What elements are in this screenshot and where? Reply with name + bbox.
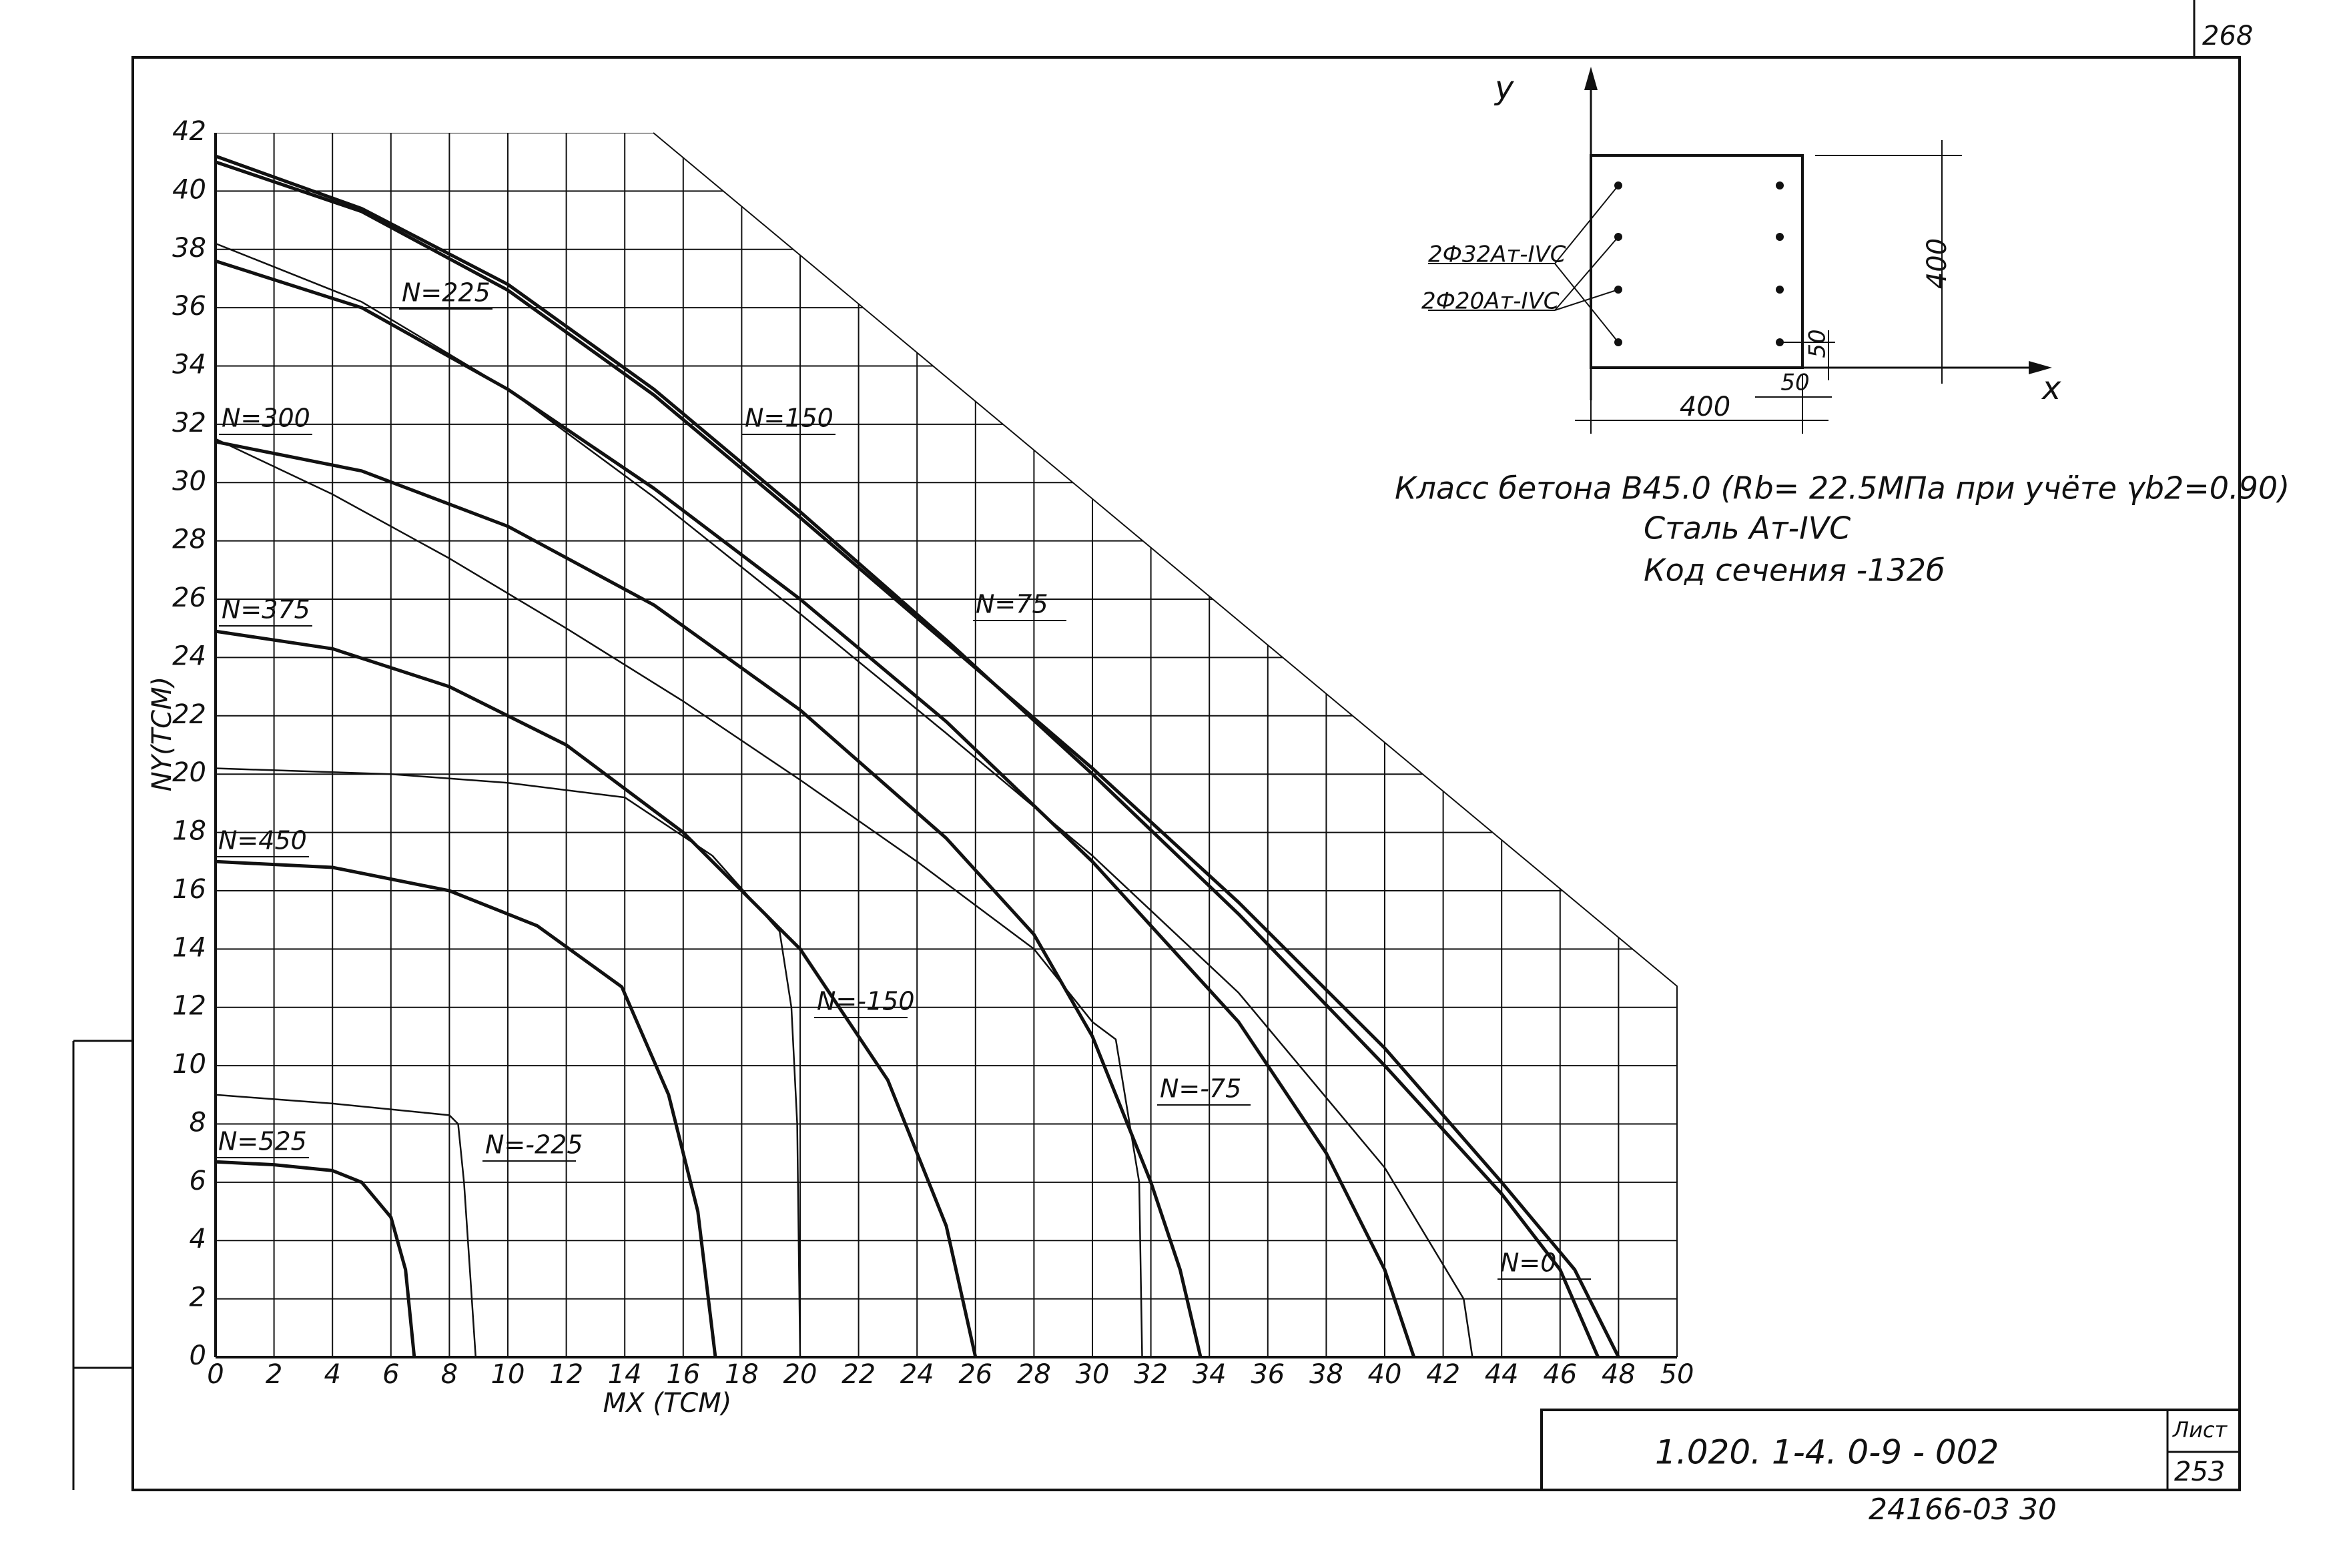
section-height: 400 <box>1922 238 1953 289</box>
section-y-label: y <box>1493 69 1514 107</box>
y-tick-label: 28 <box>172 524 206 555</box>
y-tick-label: 14 <box>172 932 206 963</box>
curve <box>215 767 801 1358</box>
section-cover-v: 50 <box>1804 329 1831 358</box>
x-tick-label: 32 <box>1134 1359 1168 1390</box>
note: Класс бетона В45.0 (Rb= 22.5МПа при учёт… <box>1395 470 2290 506</box>
curve <box>215 440 1203 1358</box>
curve-label: N=-75 <box>1160 1074 1241 1104</box>
x-tick-label: 2 <box>266 1359 282 1390</box>
sheet-number: 268 <box>2202 21 2253 51</box>
x-tick-label: 24 <box>900 1359 934 1390</box>
x-tick-label: 6 <box>382 1359 399 1390</box>
x-tick-label: 42 <box>1426 1359 1460 1390</box>
x-tick-label: 50 <box>1660 1359 1694 1390</box>
curve <box>215 629 978 1358</box>
x-tick-label: 8 <box>441 1359 458 1390</box>
x-tick-label: 0 <box>207 1359 224 1390</box>
curve-label: N=75 <box>976 590 1048 619</box>
x-tick-label: 38 <box>1309 1359 1343 1390</box>
x-tick-label: 10 <box>491 1359 525 1390</box>
y-tick-label: 36 <box>172 291 206 322</box>
x-axis-label: MX (TCM) <box>603 1388 732 1419</box>
curve <box>215 438 1143 1358</box>
curve-label: N=450 <box>218 826 307 855</box>
x-tick-label: 20 <box>783 1359 817 1390</box>
y-tick-label: 16 <box>172 874 206 905</box>
stamp-sheet-label: Лист <box>2172 1417 2228 1443</box>
section: y x 400 400 50 50 2Ф32Ат-IVC 2Ф20Ат-IVC <box>1421 67 2061 434</box>
x-tick-label: 14 <box>608 1359 642 1390</box>
x-tick-label: 16 <box>666 1359 700 1390</box>
curve-label: N=225 <box>402 278 490 308</box>
curve <box>215 859 717 1358</box>
x-tick-label: 12 <box>549 1359 583 1390</box>
x-tick-label: 44 <box>1485 1359 1519 1390</box>
curve-label: N=525 <box>218 1127 307 1156</box>
section-x-label: x <box>2041 370 2061 407</box>
y-tick-label: 30 <box>172 466 206 496</box>
x-tick-label: 26 <box>958 1359 992 1390</box>
curve-label: N=375 <box>222 595 310 625</box>
grid <box>216 133 1677 1357</box>
curve-label: N=-150 <box>817 987 915 1016</box>
frame <box>131 56 2241 1491</box>
x-tick-label: 34 <box>1193 1359 1227 1390</box>
x-tick-label: 18 <box>725 1359 759 1390</box>
note: Код сечения -132б <box>1644 552 1945 589</box>
y-tick-label: 10 <box>172 1049 206 1080</box>
y-tick-label: 2 <box>190 1282 206 1313</box>
y-tick-label: 38 <box>172 233 206 264</box>
y-tick-label: 32 <box>172 408 206 438</box>
curve <box>215 1094 477 1358</box>
y-tick-label: 4 <box>190 1224 206 1254</box>
y-tick-label: 40 <box>172 174 206 205</box>
y-tick-label: 0 <box>190 1340 206 1371</box>
section-cover-h: 50 <box>1780 370 1809 396</box>
stamp-code: 1.020. 1-4. 0-9 - 002 <box>1655 1433 1999 1472</box>
curve <box>215 160 1620 1358</box>
y-tick-label: 8 <box>190 1107 206 1138</box>
curve-label: N=-225 <box>485 1130 583 1160</box>
stamp-sheet: 253 <box>2174 1457 2225 1487</box>
leaders <box>1428 185 1619 343</box>
bars-top: 2Ф32Ат-IVC <box>1428 242 1566 268</box>
bars-bottom: 2Ф20Ат-IVC <box>1421 288 1560 315</box>
note: Сталь Ат-IVC <box>1644 510 1851 546</box>
y-tick-label: 42 <box>172 116 206 147</box>
x-tick-label: 48 <box>1602 1359 1636 1390</box>
x-tick-label: 22 <box>842 1359 876 1390</box>
x-tick-label: 28 <box>1017 1359 1051 1390</box>
y-tick-label: 24 <box>172 641 206 671</box>
stamp <box>1540 1409 2241 1491</box>
curve <box>215 259 1416 1358</box>
x-tick-label: 4 <box>324 1359 340 1390</box>
dimension-lines <box>1575 140 1962 434</box>
footer-code: 24166-03 30 <box>1869 1493 2057 1527</box>
y-tick-label: 18 <box>172 816 206 847</box>
y-tick-label: 6 <box>190 1166 206 1196</box>
y-axis-label: NY(TCM) <box>147 677 178 791</box>
y-arrow-head <box>1584 67 1598 90</box>
x-tick-label: 40 <box>1368 1359 1402 1390</box>
envelope-boundary <box>653 132 1678 1357</box>
section-width: 400 <box>1680 392 1730 422</box>
y-tick-label: 34 <box>172 350 206 380</box>
rebar <box>1614 181 1784 346</box>
y-tick-label: 12 <box>172 991 206 1022</box>
curve-label: N=0 <box>1500 1248 1556 1278</box>
y-tick-label: 20 <box>172 757 206 788</box>
x-tick-label: 36 <box>1251 1359 1285 1390</box>
section-outline <box>1590 154 1804 369</box>
x-tick-label: 30 <box>1076 1359 1110 1390</box>
y-tick-label: 26 <box>172 582 206 613</box>
curve <box>215 1160 416 1358</box>
y-tick-label: 22 <box>172 699 206 730</box>
curve-label: N=300 <box>222 404 310 433</box>
x-arrow-head <box>2029 361 2052 374</box>
x-tick-label: 46 <box>1543 1359 1577 1390</box>
curve-label: N=150 <box>745 404 833 433</box>
curve <box>215 242 1473 1358</box>
